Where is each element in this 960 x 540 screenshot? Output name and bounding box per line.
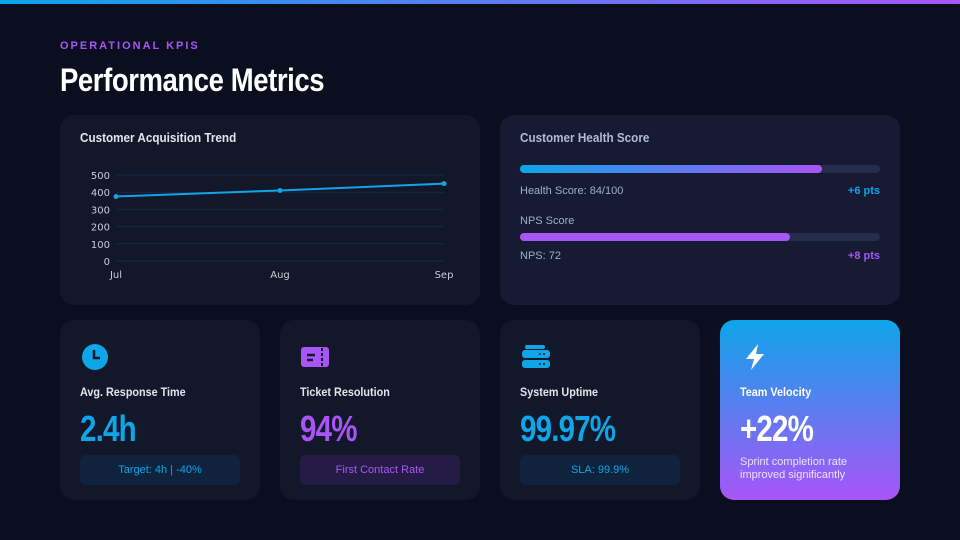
y-tick-label: 500 (91, 171, 110, 182)
metric-note: Sprint completion rate improved signific… (740, 456, 847, 481)
y-tick-label: 100 (91, 240, 110, 251)
clock-icon (82, 344, 108, 370)
server-icon (522, 345, 550, 368)
health-progress-bar (520, 165, 880, 173)
nps-progress-bar (520, 233, 880, 241)
page-title: Performance Metrics (60, 62, 325, 98)
health-score-label: Health Score: 84/100 (520, 185, 624, 197)
nps-progress-fill (520, 233, 790, 241)
lightning-icon (746, 344, 764, 370)
metric-card-ticket-resolution: Ticket Resolution 94% First Contact Rate (280, 320, 480, 500)
metric-name: System Uptime (520, 385, 599, 399)
y-tick-label: 200 (91, 223, 110, 234)
metric-note: Target: 4h | -40% (80, 455, 240, 485)
metric-note: SLA: 99.9% (520, 455, 680, 485)
x-tick-label: Jul (109, 270, 122, 281)
data-point (441, 181, 447, 187)
metric-card-response-time: Avg. Response Time 2.4h Target: 4h | -40… (60, 320, 260, 500)
acquisition-title: Customer Acquisition Trend (80, 130, 237, 145)
data-point (113, 194, 119, 199)
metric-value: 94% (300, 408, 357, 449)
health-delta: +6 pts (847, 185, 880, 197)
metric-value: 2.4h (80, 408, 137, 449)
x-tick-label: Aug (270, 270, 290, 281)
data-point (277, 187, 283, 193)
health-title: Customer Health Score (520, 130, 650, 145)
metric-value: 99.97% (520, 408, 616, 449)
page-kicker: OPERATIONAL KPIS (60, 40, 200, 52)
nps-delta: +8 pts (847, 250, 880, 262)
top-accent-bar (0, 0, 960, 4)
health-card: Customer Health Score Health Score: 84/1… (500, 115, 900, 305)
health-progress-fill (520, 165, 823, 173)
metric-note: First Contact Rate (300, 455, 460, 485)
acquisition-chart: 0 100 200 300 400 500 Jul Aug Sep (91, 171, 454, 281)
metric-name: Team Velocity (740, 385, 812, 399)
ticket-icon (301, 347, 329, 367)
nps-heading: NPS Score (520, 215, 575, 227)
y-tick-label: 0 (104, 257, 110, 268)
y-tick-label: 400 (91, 188, 110, 199)
metric-name: Avg. Response Time (80, 385, 186, 399)
metric-name: Ticket Resolution (300, 385, 390, 399)
acquisition-card: Customer Acquisition Trend 0 100 200 300 400… (60, 115, 480, 305)
nps-label: NPS: 72 (520, 250, 561, 262)
y-tick-label: 300 (91, 205, 110, 216)
x-tick-label: Sep (435, 270, 454, 281)
metric-card-team-velocity: Team Velocity +22% Sprint completion rat… (720, 320, 900, 500)
metric-card-system-uptime: System Uptime 99.97% SLA: 99.9% (500, 320, 700, 500)
metric-value: +22% (740, 408, 814, 449)
